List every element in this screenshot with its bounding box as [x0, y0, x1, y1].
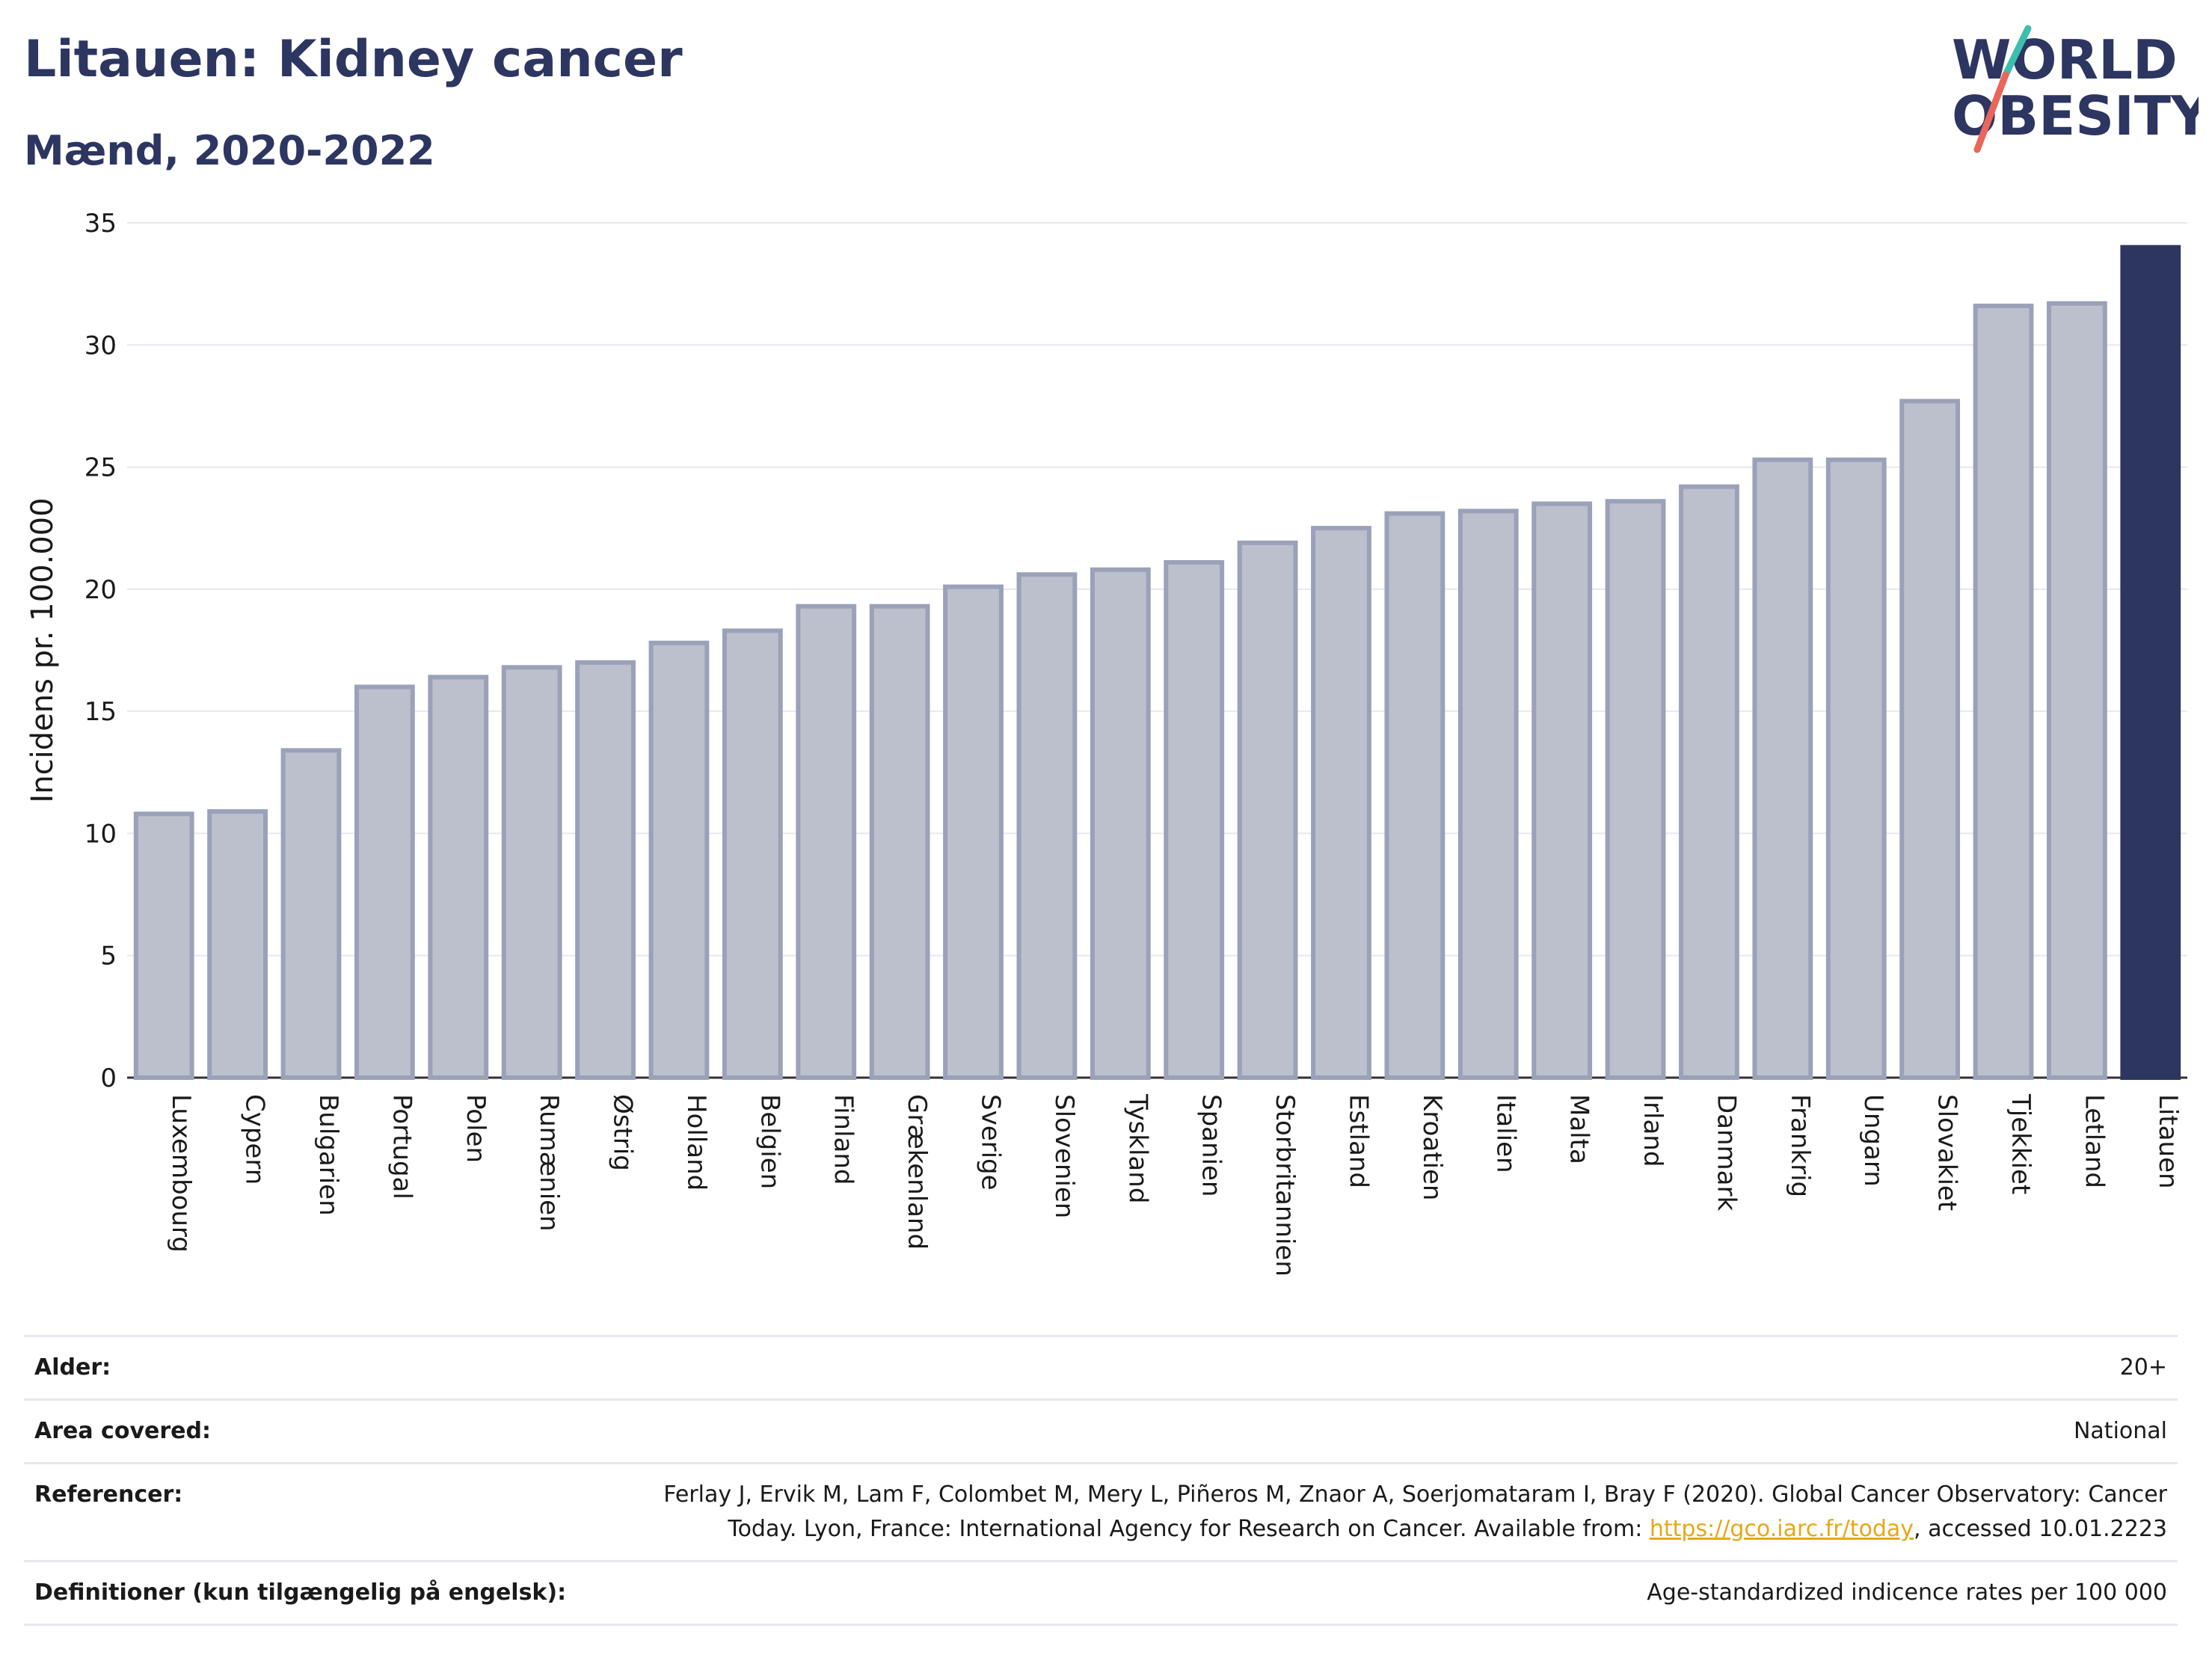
bar: [575, 660, 636, 1080]
y-tick-label: 10: [85, 819, 117, 849]
x-tick-label: Spanien: [1196, 1094, 1226, 1197]
reference-line-2: Today. Lyon, France: International Agenc…: [728, 1516, 1650, 1542]
bar: [1752, 457, 1813, 1080]
x-tick-label: Frankrig: [1785, 1094, 1815, 1197]
y-axis-title: Incidens pr. 100.000: [25, 497, 60, 802]
info-value: Ferlay J, Ervik M, Lam F, Colombet M, Me…: [628, 1464, 2178, 1562]
x-tick-label: Østrig: [608, 1094, 638, 1171]
x-tick-label: Italien: [1490, 1094, 1520, 1173]
bar: [2047, 301, 2107, 1081]
x-tick-label: Rumænien: [534, 1094, 564, 1232]
x-tick-label: Belgien: [755, 1094, 784, 1189]
bar: [1973, 304, 2034, 1080]
bar-chart: 0 5 10 15 20 25 30 35 Luxembourg Cypern Bulgarien P…: [25, 209, 2187, 1277]
x-tick-label: Slovenien: [1049, 1094, 1079, 1218]
x-tick-label: Polen: [461, 1094, 491, 1163]
chart-subtitle: Mænd, 2020-2022: [24, 127, 435, 174]
reference-accessed: , accessed 10.01.2223: [1914, 1516, 2167, 1542]
info-row-references: Referencer: Ferlay J, Ervik M, Lam F, Co…: [24, 1463, 2178, 1562]
bar: [648, 640, 710, 1080]
bar: [722, 628, 783, 1080]
bar: [1311, 526, 1371, 1080]
x-tick-label: Ungarn: [1858, 1094, 1888, 1187]
y-tick-label: 5: [100, 942, 117, 971]
y-tick-label: 30: [85, 331, 117, 360]
info-table: Alder: 20+ Area covered: National Refere…: [24, 1335, 2178, 1626]
x-tick-label: Kroatien: [1417, 1094, 1447, 1200]
logo-slash-teal: [2002, 25, 2032, 79]
reference-link[interactable]: https://gco.iarc.fr/today: [1649, 1516, 1914, 1542]
bar: [1605, 499, 1666, 1080]
bar: [354, 684, 415, 1080]
x-tick-label: Danmark: [1711, 1094, 1741, 1211]
bar: [1090, 567, 1151, 1080]
bar: [943, 584, 1004, 1080]
bar: [1531, 501, 1593, 1080]
y-tick-label: 0: [100, 1063, 117, 1093]
y-tick-label: 15: [85, 697, 117, 727]
x-tick-label: Irland: [1638, 1094, 1668, 1167]
x-tick-label: Cypern: [240, 1094, 270, 1185]
x-tick-label: Letland: [2079, 1094, 2109, 1188]
info-row-area: Area covered: National: [24, 1399, 2178, 1464]
info-key: Area covered:: [34, 1418, 211, 1444]
info-key: Definitioner (kun tilgængelig på engelsk…: [34, 1579, 567, 1606]
y-tick-label: 20: [85, 575, 117, 605]
x-tick-label: Slovakiet: [1932, 1094, 1962, 1211]
world-obesity-logo: WORLD OBESITY: [1952, 25, 2199, 153]
bar: [1237, 540, 1298, 1080]
info-row-age: Alder: 20+: [24, 1336, 2178, 1400]
bar: [1384, 511, 1446, 1080]
x-tick-label: Tyskland: [1122, 1093, 1152, 1203]
x-tick-label: Sverige: [976, 1094, 1006, 1191]
logo-slash-red: [1973, 71, 2009, 153]
bar: [1164, 559, 1225, 1080]
x-tick-label: Holland: [681, 1094, 711, 1191]
info-row-definitions: Definitioner (kun tilgængelig på engelsk…: [24, 1561, 2178, 1625]
bar: [133, 811, 194, 1080]
reference-line-1: Ferlay J, Ervik M, Lam F, Colombet M, Me…: [663, 1481, 2167, 1508]
bar: [207, 809, 268, 1080]
bar: [1679, 484, 1739, 1080]
y-tick-label: 25: [85, 453, 117, 483]
info-value: 20+: [2119, 1354, 2167, 1381]
bar: [1457, 509, 1519, 1080]
x-tick-label: Bulgarien: [313, 1094, 343, 1216]
x-tick-label: Malta: [1564, 1094, 1594, 1164]
bar: [796, 604, 857, 1080]
x-tick-label: Tjekkiet: [2006, 1093, 2036, 1194]
bar: [501, 665, 562, 1080]
logo-word-1: WORLD: [1952, 28, 2178, 91]
bar: [428, 675, 489, 1080]
x-tick-label: Litauen: [2153, 1094, 2183, 1189]
bar: [280, 748, 342, 1080]
info-value: Age-standardized indicence rates per 100…: [1647, 1579, 2167, 1606]
info-key: Referencer:: [34, 1481, 183, 1508]
x-tick-label: Finland: [829, 1094, 858, 1185]
bar: [1825, 457, 1887, 1080]
info-key: Alder:: [34, 1354, 111, 1381]
bar-highlight: [2120, 245, 2181, 1081]
bar: [869, 604, 930, 1080]
x-tick-label: Estland: [1343, 1094, 1373, 1188]
info-value: National: [2073, 1418, 2167, 1444]
chart-title: Litauen: Kidney cancer: [24, 30, 683, 89]
x-tick-label: Portugal: [387, 1094, 417, 1200]
x-tick-label: Grækenland: [902, 1094, 932, 1250]
bar: [1899, 399, 1961, 1080]
x-tick-label: Storbritannien: [1270, 1094, 1300, 1277]
bar: [1016, 572, 1078, 1080]
y-tick-label: 35: [85, 209, 117, 239]
x-tick-label: Luxembourg: [166, 1094, 196, 1253]
